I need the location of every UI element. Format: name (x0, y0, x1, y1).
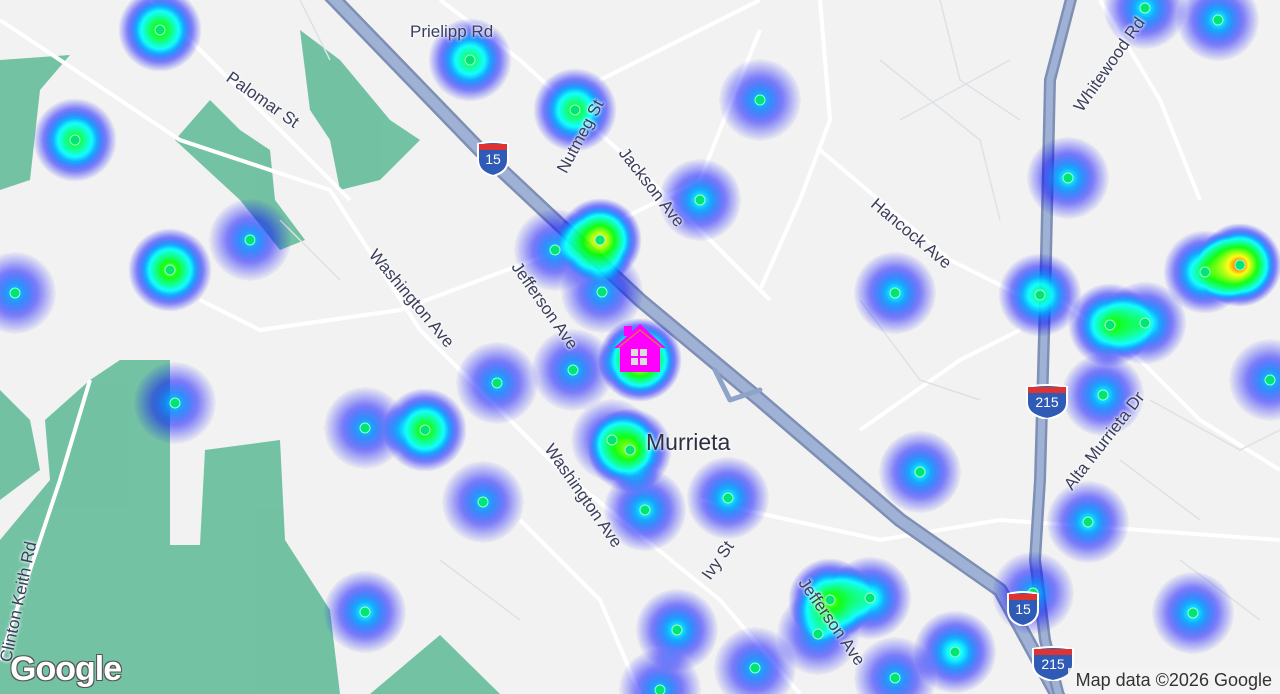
data-point-marker[interactable] (671, 624, 683, 636)
interstate-shield-215: 215 (1025, 383, 1069, 421)
data-point-marker[interactable] (949, 646, 961, 658)
data-point-marker[interactable] (889, 672, 901, 684)
data-point-marker[interactable] (1062, 172, 1074, 184)
data-point-marker[interactable] (606, 434, 618, 446)
data-point-marker[interactable] (596, 286, 608, 298)
data-point-marker[interactable] (9, 287, 21, 299)
data-point-marker[interactable] (419, 424, 431, 436)
data-point-marker[interactable] (549, 244, 561, 256)
place-label-murrieta: Murrieta (646, 429, 731, 455)
home-marker[interactable] (612, 322, 668, 374)
interstate-shield-215-south: 215 (1031, 645, 1075, 683)
data-point-marker[interactable] (1199, 266, 1211, 278)
data-point-marker[interactable] (694, 194, 706, 206)
data-point-marker[interactable] (359, 422, 371, 434)
data-point-marker[interactable] (477, 496, 489, 508)
home-icon (614, 324, 666, 372)
data-point-marker[interactable] (624, 444, 636, 456)
data-point-marker[interactable] (169, 397, 181, 409)
data-point-marker[interactable] (491, 377, 503, 389)
data-point-marker[interactable] (1264, 374, 1276, 386)
interstate-shield-15: 15 (476, 140, 510, 178)
data-point-marker[interactable] (464, 54, 476, 66)
data-point-marker[interactable] (154, 24, 166, 36)
data-point-marker[interactable] (722, 492, 734, 504)
data-point-marker[interactable] (824, 594, 836, 606)
data-point-marker[interactable] (1139, 2, 1151, 14)
data-point-marker[interactable] (69, 134, 81, 146)
data-point-marker[interactable] (1034, 289, 1046, 301)
data-point-marker[interactable] (864, 592, 876, 604)
data-point-marker[interactable] (1212, 14, 1224, 26)
data-point-marker[interactable] (164, 264, 176, 276)
map-attribution[interactable]: Map data ©2026 Google (1067, 668, 1280, 694)
data-point-marker[interactable] (812, 628, 824, 640)
data-point-marker[interactable] (1104, 319, 1116, 331)
google-logo[interactable]: Google (10, 650, 122, 688)
data-point-marker[interactable] (1187, 607, 1199, 619)
data-point-marker[interactable] (1139, 317, 1151, 329)
data-point-marker[interactable] (914, 466, 926, 478)
interstate-shield-15-south: 15 (1006, 590, 1040, 628)
data-point-marker[interactable] (749, 662, 761, 674)
data-point-marker[interactable] (359, 606, 371, 618)
data-point-marker[interactable] (1097, 389, 1109, 401)
data-point-marker[interactable] (244, 234, 256, 246)
data-point-marker[interactable] (1234, 259, 1246, 271)
road-label-prielipp: Prielipp Rd (410, 22, 494, 41)
data-point-marker[interactable] (639, 504, 651, 516)
data-point-marker[interactable] (569, 104, 581, 116)
data-point-marker[interactable] (654, 684, 666, 694)
data-point-marker[interactable] (567, 364, 579, 376)
data-point-marker[interactable] (594, 234, 606, 246)
data-point-marker[interactable] (754, 94, 766, 106)
data-point-marker[interactable] (889, 287, 901, 299)
data-point-marker[interactable] (1082, 516, 1094, 528)
